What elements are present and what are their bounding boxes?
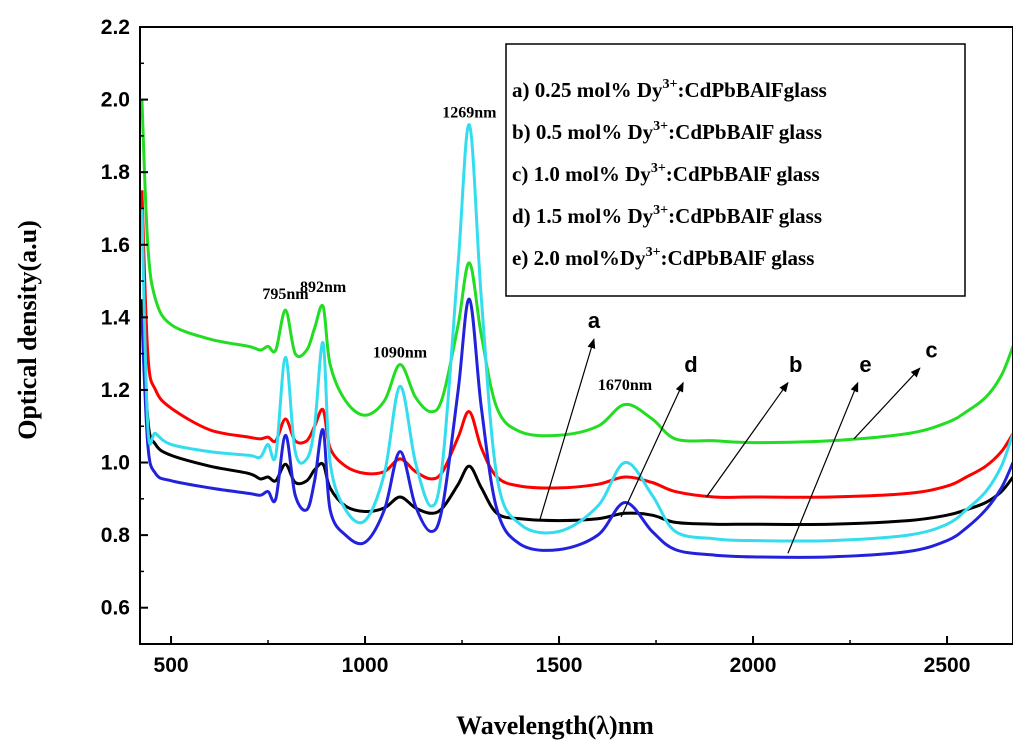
- plot-frame: [139, 26, 1013, 645]
- curve-label-b: b: [789, 352, 802, 377]
- peak-label: 1090nm: [373, 344, 428, 361]
- peak-label: 1670nm: [598, 377, 653, 394]
- y-tick-label: 2.2: [101, 16, 130, 39]
- legend-entry: a) 0.25 mol% Dy3+:CdPbBAlFglass: [512, 77, 827, 102]
- curve-label-e: e: [859, 352, 871, 377]
- series-line-e: [140, 123, 1013, 543]
- curve-label-a: a: [588, 308, 601, 333]
- y-tick-label: 0.6: [101, 597, 130, 620]
- x-tick-label: 1000: [342, 654, 389, 677]
- curve-arrow-a: [539, 338, 596, 521]
- y-tick-label: 1.2: [101, 379, 130, 402]
- series-line-a: [140, 299, 1013, 526]
- curve-arrow-c: [853, 367, 921, 440]
- axes-layer: 500 1000 1500 2000 2500 0.6 0.8 1.0 1.2 1.4 1.6 1.8…: [101, 16, 971, 677]
- curve-label-d: d: [684, 352, 697, 377]
- y-axis-title: Optical density(a.u): [13, 220, 42, 440]
- curve-arrow-d: [620, 381, 684, 518]
- x-axis-title: Wavelength(λ)nm: [456, 711, 654, 740]
- series-line-b: [140, 190, 1013, 499]
- peak-label: 892nm: [300, 279, 347, 296]
- peak-label: 1269nm: [442, 105, 497, 122]
- curve-label-c: c: [925, 337, 937, 362]
- x-tick-label: 500: [154, 654, 189, 677]
- y-tick-label: 1.6: [101, 234, 130, 257]
- y-tick-label: 2.0: [101, 89, 130, 112]
- x-tick-label: 2000: [730, 654, 777, 677]
- legend-box: [505, 43, 966, 297]
- curves-layer: [140, 99, 1013, 559]
- y-tick-label: 0.8: [101, 524, 131, 547]
- x-tick-label: 1500: [536, 654, 583, 677]
- legend-entry: c) 1.0 mol% Dy3+:CdPbBAlF glass: [512, 161, 820, 186]
- y-tick-label: 1.0: [101, 452, 130, 475]
- legend-entry: e) 2.0 mol%Dy3+:CdPbBAlF glass: [512, 245, 814, 270]
- curve-arrow-b: [705, 381, 789, 498]
- legend-entry: b) 0.5 mol% Dy3+:CdPbBAlF glass: [512, 119, 822, 144]
- x-tick-label: 2500: [924, 654, 971, 677]
- curve-arrow-e: [787, 381, 859, 554]
- peak-label: 795nm: [262, 286, 309, 303]
- series-line-d: [140, 297, 1013, 559]
- legend-entry: d) 1.5 mol% Dy3+:CdPbBAlF glass: [512, 203, 822, 228]
- y-tick-label: 1.8: [101, 161, 131, 184]
- legend: a) 0.25 mol% Dy3+:CdPbBAlFglass b) 0.5 mo…: [505, 43, 966, 297]
- series-line-c: [140, 99, 1013, 445]
- y-tick-label: 1.4: [101, 306, 131, 329]
